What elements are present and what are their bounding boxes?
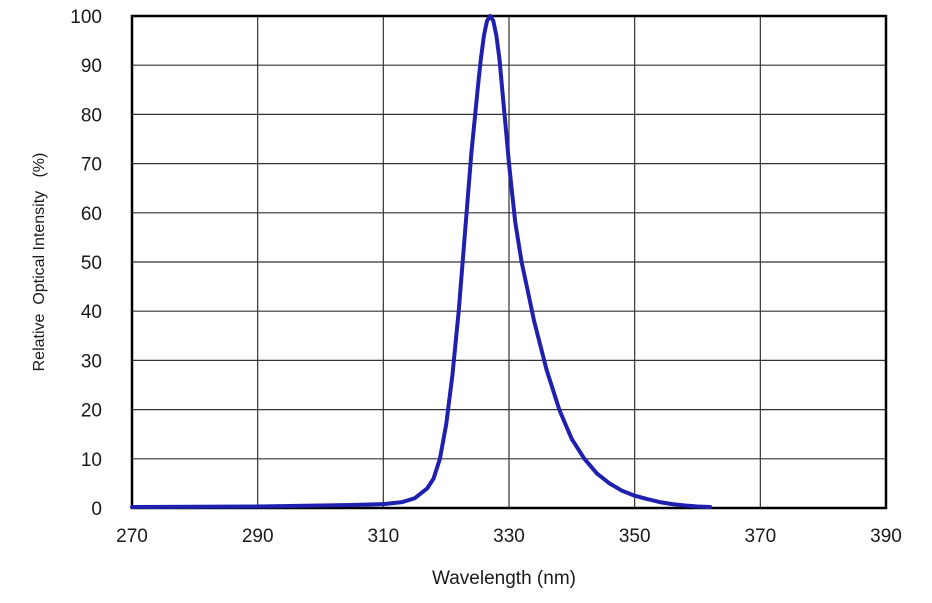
series-group [130, 14, 713, 509]
y-tick-label: 30 [81, 351, 102, 372]
x-tick-label: 390 [870, 526, 902, 547]
y-tick-label: 80 [81, 105, 102, 126]
grid-lines [132, 16, 886, 508]
x-axis-label: Wavelength (nm) [432, 568, 576, 589]
y-tick-label: 90 [81, 56, 102, 77]
x-tick-label: 290 [242, 526, 274, 547]
y-tick-label: 100 [70, 7, 102, 28]
y-tick-label: 10 [81, 450, 102, 471]
y-axis-label: Relative Optical Intensity (%) [31, 153, 48, 372]
y-tick-label: 70 [81, 155, 102, 176]
y-tick-label: 40 [81, 302, 102, 323]
y-tick-label: 20 [81, 401, 102, 422]
y-tick-labels: 0 10 20 30 40 50 60 70 80 90 100 [70, 7, 102, 520]
y-tick-label: 60 [81, 204, 102, 225]
x-tick-label: 310 [367, 526, 399, 547]
y-tick-label: 0 [91, 499, 102, 520]
spectrum-line [130, 14, 713, 509]
plot-frame [130, 14, 888, 510]
x-tick-labels: 270 290 310 330 350 370 390 [116, 526, 902, 547]
x-tick-label: 350 [619, 526, 651, 547]
x-tick-label: 330 [493, 526, 525, 547]
x-tick-label: 370 [744, 526, 776, 547]
x-tick-label: 270 [116, 526, 148, 547]
y-tick-label: 50 [81, 253, 102, 274]
